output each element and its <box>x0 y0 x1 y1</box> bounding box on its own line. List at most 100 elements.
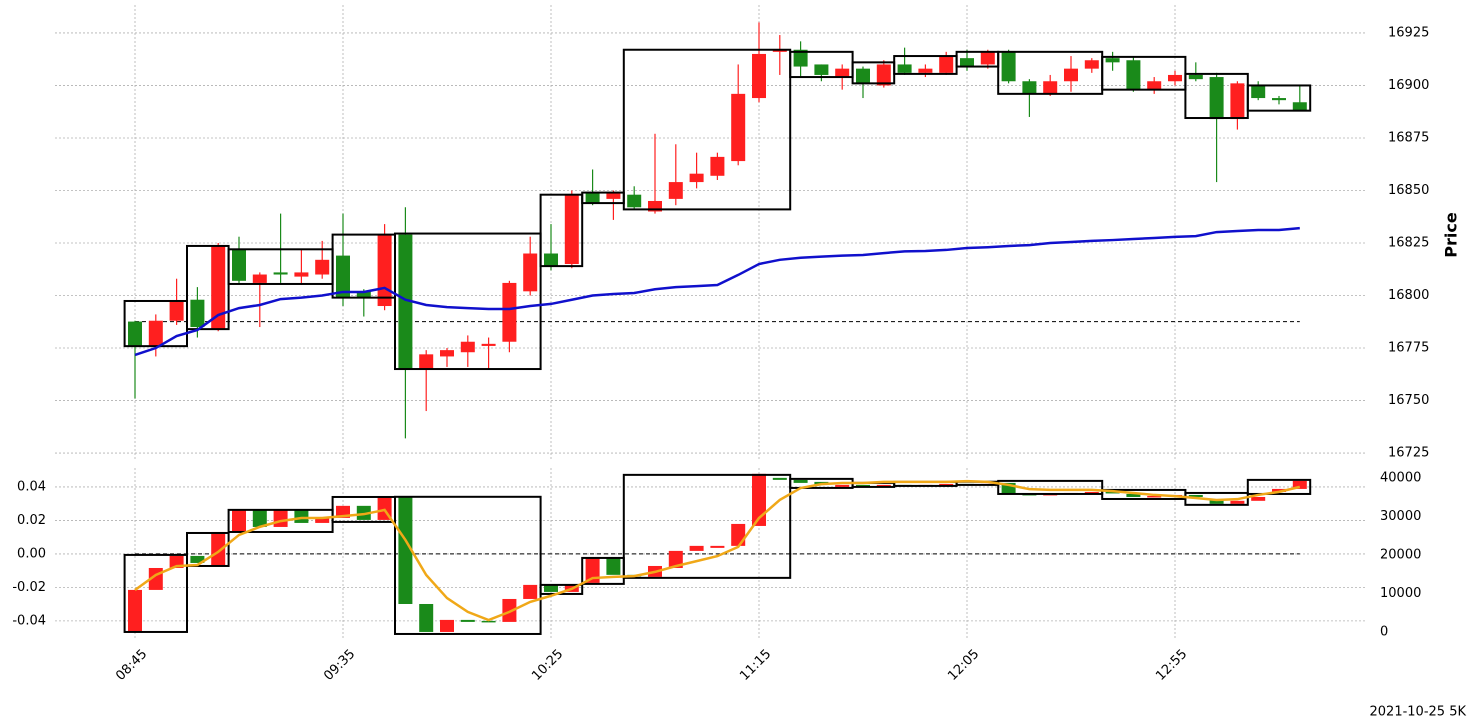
candle-body <box>1126 493 1141 497</box>
candle-body <box>419 603 434 632</box>
candle-body <box>232 509 246 532</box>
x-tick-label: 11:15 <box>737 647 774 684</box>
range-box <box>539 583 584 595</box>
candle-body <box>273 509 288 527</box>
indicator-line <box>134 226 1300 357</box>
candle-body <box>1064 68 1078 82</box>
candle-body <box>606 192 621 199</box>
candle-body <box>1147 81 1162 90</box>
candle-body <box>668 182 683 199</box>
candle-body <box>523 584 538 599</box>
candle-body <box>481 343 496 346</box>
range-box <box>997 479 1104 495</box>
candle-body <box>1043 81 1058 94</box>
range-box <box>1246 478 1312 495</box>
y-tick-label: 0.04 <box>17 479 46 494</box>
candle-body <box>689 173 704 183</box>
candle-body <box>502 598 517 622</box>
range-box <box>1246 84 1312 112</box>
y2-tick-label: 20000 <box>1380 547 1421 562</box>
candle-body <box>752 53 766 99</box>
candle-body <box>772 477 787 480</box>
candle-body <box>544 584 558 592</box>
y-tick-label: -0.02 <box>12 580 46 595</box>
candle-body <box>668 550 683 568</box>
candle-body <box>1084 60 1099 69</box>
range-box <box>394 232 542 371</box>
candle-body <box>398 234 413 370</box>
range-box <box>1184 491 1249 506</box>
y-tick-label: 16925 <box>1388 25 1429 40</box>
candle-body <box>169 301 184 321</box>
candle-body <box>835 68 850 78</box>
y-tick-label: 16825 <box>1388 236 1429 251</box>
candle-body <box>752 473 766 526</box>
candle-body <box>897 64 912 73</box>
x-tick-label: 10:25 <box>529 647 566 684</box>
candle-body <box>814 64 829 75</box>
candle-body <box>356 291 371 298</box>
x-tick-label: 12:55 <box>1153 647 1190 684</box>
candle-body <box>835 484 850 487</box>
x-tick-label: 09:35 <box>321 647 358 684</box>
range-box <box>622 48 792 211</box>
candle-body <box>564 194 579 265</box>
candle-body <box>211 531 226 566</box>
range-box <box>186 531 230 567</box>
candle-body <box>315 259 330 275</box>
candle-body <box>148 320 163 346</box>
y-tick-label: 16850 <box>1388 183 1429 198</box>
candle-body <box>1292 102 1307 111</box>
candle-body <box>460 619 475 622</box>
candle-body <box>1272 98 1286 101</box>
candle-body <box>481 620 496 623</box>
candle-body <box>1147 495 1162 498</box>
candle-body <box>876 64 891 86</box>
candle-body <box>523 253 538 292</box>
candle-body <box>252 274 267 283</box>
candle-body <box>793 479 808 483</box>
candle-body <box>1084 491 1099 494</box>
candle-body <box>689 545 704 551</box>
y2-tick-label: 0 <box>1380 624 1388 639</box>
candle-body <box>1001 51 1016 82</box>
candle-body <box>856 484 870 487</box>
candle-body <box>1168 74 1182 82</box>
y-tick-label: 16750 <box>1388 393 1429 408</box>
candle-body <box>1126 60 1141 90</box>
range-box <box>186 244 230 331</box>
candle-body <box>211 245 226 330</box>
range-box <box>123 553 188 633</box>
candle-body <box>544 253 558 267</box>
candle-body <box>1001 482 1016 494</box>
y2-tick-label: 10000 <box>1380 586 1421 601</box>
candle-body <box>1230 83 1245 120</box>
candle-body <box>502 282 517 342</box>
candle-body <box>731 93 746 162</box>
candle-body <box>960 58 974 67</box>
candle-body <box>1022 81 1037 94</box>
y-tick-label: 16775 <box>1388 341 1429 356</box>
candle-body <box>128 321 142 346</box>
candle-body <box>710 156 725 176</box>
candle-body <box>876 484 891 487</box>
candle-body <box>356 505 371 520</box>
candle-body <box>606 557 621 575</box>
candle-body <box>1209 498 1224 504</box>
x-tick-label: 08:45 <box>113 647 150 684</box>
candle-body <box>856 68 870 84</box>
candle-body <box>460 341 475 353</box>
candle-body <box>336 255 350 298</box>
candle-body <box>1251 85 1266 99</box>
candle-body <box>772 49 787 52</box>
candle-body <box>731 523 746 546</box>
candle-body <box>398 496 413 604</box>
indicator-line <box>134 479 1301 622</box>
candle-body <box>710 545 725 548</box>
candle-body <box>1188 494 1203 497</box>
candle-body <box>1209 77 1224 120</box>
range-box <box>539 193 584 268</box>
y2-tick-label: 30000 <box>1380 509 1421 524</box>
y-tick-label: 0.02 <box>17 513 46 528</box>
